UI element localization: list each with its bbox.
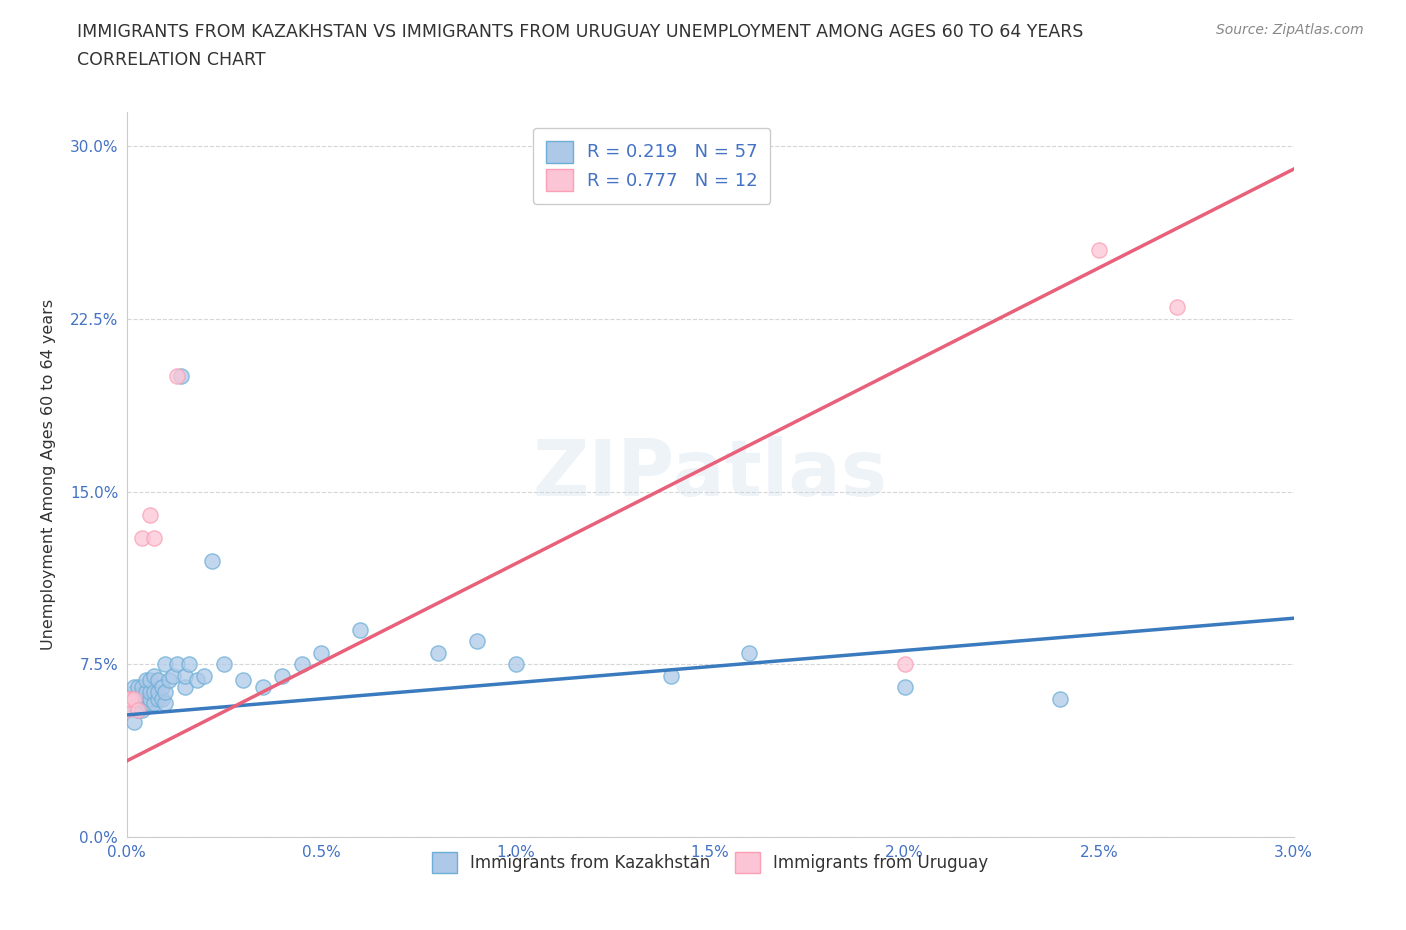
- Point: [893, 657, 915, 671]
- Point: [155, 684, 177, 699]
- Point: [120, 686, 142, 701]
- Y-axis label: Unemployment Among Ages 60 to 64 years: Unemployment Among Ages 60 to 64 years: [41, 299, 56, 650]
- Point: [659, 669, 682, 684]
- Point: [150, 691, 173, 706]
- Point: [127, 703, 149, 718]
- Point: [349, 622, 371, 637]
- Point: [131, 691, 153, 706]
- Point: [166, 657, 188, 671]
- Point: [124, 714, 146, 729]
- Legend: Immigrants from Kazakhstan, Immigrants from Uruguay: Immigrants from Kazakhstan, Immigrants f…: [425, 845, 995, 880]
- Point: [738, 645, 761, 660]
- Point: [177, 657, 200, 671]
- Point: [139, 684, 162, 699]
- Point: [135, 684, 157, 699]
- Point: [124, 691, 146, 706]
- Point: [146, 691, 169, 706]
- Point: [193, 669, 215, 684]
- Point: [139, 696, 162, 711]
- Point: [124, 691, 146, 706]
- Point: [139, 507, 162, 522]
- Point: [131, 703, 153, 718]
- Point: [1088, 243, 1111, 258]
- Point: [135, 673, 157, 688]
- Point: [115, 703, 138, 718]
- Point: [142, 530, 165, 545]
- Point: [893, 680, 915, 695]
- Text: IMMIGRANTS FROM KAZAKHSTAN VS IMMIGRANTS FROM URUGUAY UNEMPLOYMENT AMONG AGES 60: IMMIGRANTS FROM KAZAKHSTAN VS IMMIGRANTS…: [77, 23, 1084, 41]
- Point: [142, 696, 165, 711]
- Point: [174, 680, 197, 695]
- Point: [142, 684, 165, 699]
- Point: [115, 691, 138, 706]
- Point: [135, 696, 157, 711]
- Point: [465, 634, 488, 649]
- Point: [135, 691, 157, 706]
- Point: [115, 691, 138, 706]
- Text: ZIPatlas: ZIPatlas: [533, 436, 887, 512]
- Point: [212, 657, 235, 671]
- Point: [174, 669, 197, 684]
- Point: [290, 657, 312, 671]
- Point: [120, 691, 142, 706]
- Point: [1049, 691, 1071, 706]
- Point: [127, 680, 149, 695]
- Point: [146, 673, 169, 688]
- Point: [150, 680, 173, 695]
- Point: [170, 369, 193, 384]
- Text: CORRELATION CHART: CORRELATION CHART: [77, 51, 266, 69]
- Point: [146, 684, 169, 699]
- Point: [426, 645, 449, 660]
- Point: [120, 696, 142, 711]
- Point: [127, 703, 149, 718]
- Point: [166, 369, 188, 384]
- Point: [232, 673, 254, 688]
- Point: [124, 680, 146, 695]
- Point: [505, 657, 527, 671]
- Point: [131, 530, 153, 545]
- Point: [1166, 299, 1188, 314]
- Point: [155, 657, 177, 671]
- Point: [142, 669, 165, 684]
- Point: [309, 645, 332, 660]
- Point: [271, 669, 294, 684]
- Point: [186, 673, 208, 688]
- Point: [139, 691, 162, 706]
- Point: [157, 673, 180, 688]
- Text: Source: ZipAtlas.com: Source: ZipAtlas.com: [1216, 23, 1364, 37]
- Point: [155, 696, 177, 711]
- Point: [127, 691, 149, 706]
- Point: [252, 680, 274, 695]
- Point: [115, 703, 138, 718]
- Point: [131, 686, 153, 701]
- Point: [131, 680, 153, 695]
- Point: [162, 669, 184, 684]
- Point: [139, 673, 162, 688]
- Point: [201, 553, 224, 568]
